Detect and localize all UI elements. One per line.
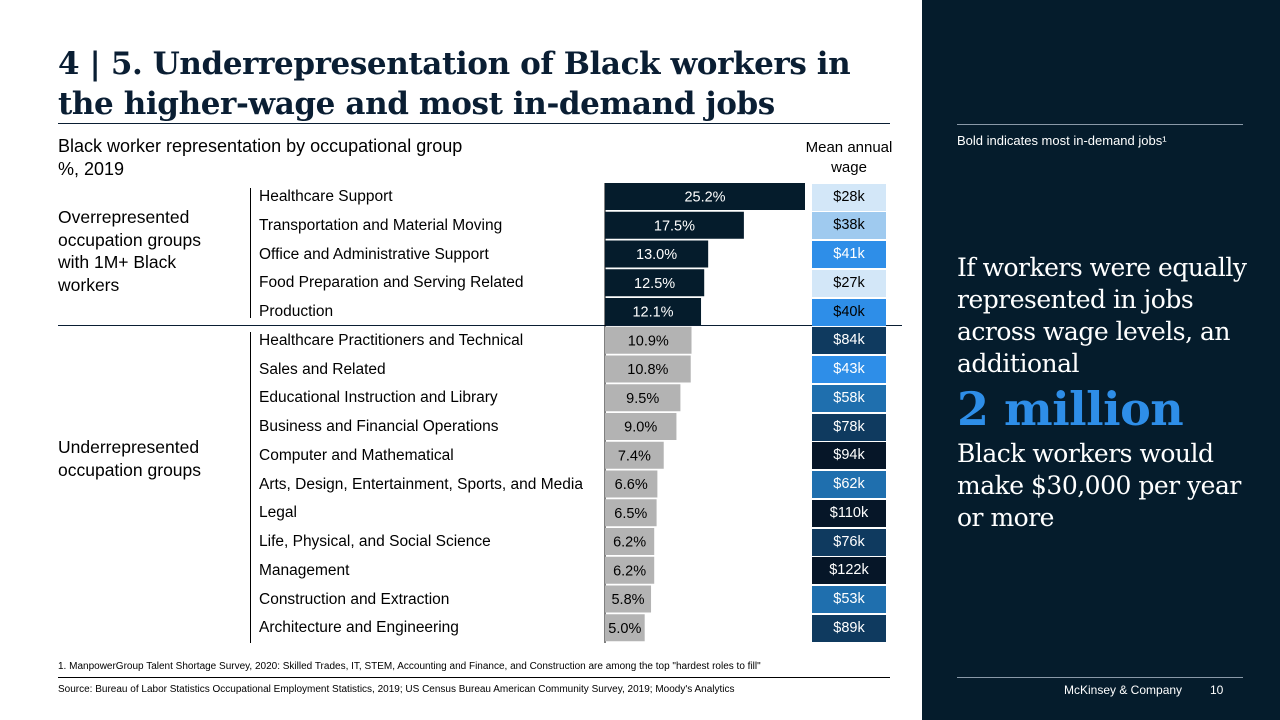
bar-value-label: 7.4% xyxy=(618,448,651,464)
bar xyxy=(605,183,805,210)
category-label: Transportation and Material Moving xyxy=(259,216,503,234)
category-label: Educational Instruction and Library xyxy=(259,389,498,407)
bar-value-label: 12.5% xyxy=(634,276,675,292)
bar-value-label: 25.2% xyxy=(684,190,725,206)
category-label: Architecture and Engineering xyxy=(259,619,459,637)
bar xyxy=(605,499,657,527)
wage-cell: $78k xyxy=(812,413,886,441)
bar-value-label: 17.5% xyxy=(654,218,695,234)
chart-subtitle-line-1: Black worker representation by occupatio… xyxy=(58,136,463,156)
chart-subtitle-line-2: %, 2019 xyxy=(58,159,125,179)
callout-text-1: If workers were equally represented in j… xyxy=(957,253,1247,378)
wage-cell: $58k xyxy=(812,384,886,412)
footnote: 1. ManpowerGroup Talent Shortage Survey,… xyxy=(58,661,761,672)
wage-cell: $40k xyxy=(812,298,886,326)
bar-value-label: 6.6% xyxy=(615,477,648,493)
bar-value-label: 5.8% xyxy=(611,592,644,608)
title-divider xyxy=(58,123,890,124)
group-bracket-overrepresented xyxy=(250,188,251,318)
brand-name: McKinsey & Company xyxy=(1064,683,1183,697)
wage-cell: $41k xyxy=(812,241,886,268)
wage-cell: $89k xyxy=(812,614,886,642)
bar-value-label: 9.5% xyxy=(626,391,659,407)
bar-value-label: 6.2% xyxy=(613,535,646,551)
callout-text-2: Black workers would make $30,000 per yea… xyxy=(957,439,1241,532)
group-label-underrepresented: Underrepresented occupation groups xyxy=(58,437,202,480)
category-label: Arts, Design, Entertainment, Sports, and… xyxy=(259,475,583,493)
bar xyxy=(605,556,655,584)
bar-value-label: 5.0% xyxy=(608,621,641,637)
wage-cell: $38k xyxy=(812,212,886,240)
category-label: Business and Financial Operations xyxy=(259,418,499,435)
category-label: Healthcare Practitioners and Technical xyxy=(259,331,524,349)
wage-cell: $76k xyxy=(812,528,886,556)
category-label: Life, Physical, and Social Science xyxy=(259,533,491,550)
wage-cell: $53k xyxy=(812,586,886,613)
wage-cell: $27k xyxy=(812,269,886,297)
bar-value-label: 6.5% xyxy=(614,506,647,522)
wage-header-line-1: Mean annual xyxy=(805,139,893,156)
page-title-line-1: 4 | 5. Underrepresentation of Black work… xyxy=(58,46,851,82)
right-panel: Bold indicates most in-demand jobs¹ If w… xyxy=(922,0,1280,720)
category-label: Computer and Mathematical xyxy=(259,446,454,464)
bar xyxy=(605,240,709,268)
wage-cell: $122k xyxy=(812,557,886,585)
category-label: Legal xyxy=(259,504,297,522)
wage-cell: $84k xyxy=(812,327,886,355)
bar-value-label: 10.9% xyxy=(628,333,669,349)
bar-value-label: 6.2% xyxy=(613,563,646,579)
bar xyxy=(605,470,658,498)
footnote-divider xyxy=(58,677,890,678)
page-title: 4 | 5. Underrepresentation of Black work… xyxy=(58,44,898,124)
group-label-overrepresented: Overrepresented occupation groups with 1… xyxy=(58,207,202,295)
category-label: Food Preparation and Serving Related xyxy=(259,274,524,292)
bar xyxy=(605,528,655,555)
page-title-line-2: the higher-wage and most in-demand jobs xyxy=(58,86,775,122)
category-label: Office and Administrative Support xyxy=(259,245,489,263)
bar xyxy=(605,384,681,412)
callout-highlight: 2 million xyxy=(957,382,1184,436)
wage-header-line-2: wage xyxy=(831,159,867,176)
category-label: Management xyxy=(259,561,350,579)
source-note: Source: Bureau of Labor Statistics Occup… xyxy=(58,684,735,695)
bar xyxy=(605,441,664,469)
group-divider xyxy=(58,325,902,326)
category-label: Sales and Related xyxy=(259,360,386,378)
bar xyxy=(605,355,691,383)
bar-value-label: 13.0% xyxy=(636,247,677,263)
wage-cell: $110k xyxy=(812,499,886,527)
category-label: Production xyxy=(259,303,334,320)
category-label: Healthcare Support xyxy=(259,188,393,205)
right-panel-top-rule xyxy=(957,124,1243,125)
wage-column-header: Mean annual wage xyxy=(794,138,904,178)
in-demand-note: Bold indicates most in-demand jobs¹ xyxy=(957,133,1167,148)
chart-subtitle: Black worker representation by occupatio… xyxy=(58,135,462,181)
group-bracket-underrepresented xyxy=(250,332,251,643)
category-label: Construction and Extraction xyxy=(259,590,450,608)
bar xyxy=(605,413,677,440)
callout: If workers were equally represented in j… xyxy=(957,252,1257,534)
bar-value-label: 10.8% xyxy=(627,362,668,378)
bar-chart-svg: 25.2% 17.5% 13.0% 12.5% 12.1% 10.9% 10.8% 9.5% 9… xyxy=(604,183,805,643)
wage-cell: $43k xyxy=(812,356,886,383)
wage-cell: $28k xyxy=(812,183,886,211)
bar xyxy=(605,211,744,239)
bar xyxy=(605,614,645,642)
page-number: 10 xyxy=(1210,683,1224,697)
right-panel-bottom-rule xyxy=(957,677,1243,678)
bar xyxy=(605,298,702,325)
bar xyxy=(605,269,705,297)
bar-value-label: 12.1% xyxy=(632,305,673,321)
bar xyxy=(605,326,692,354)
wage-cell: $62k xyxy=(812,471,886,498)
wage-cell: $94k xyxy=(812,442,886,470)
bar-value-label: 9.0% xyxy=(624,420,657,436)
bar xyxy=(605,585,652,613)
